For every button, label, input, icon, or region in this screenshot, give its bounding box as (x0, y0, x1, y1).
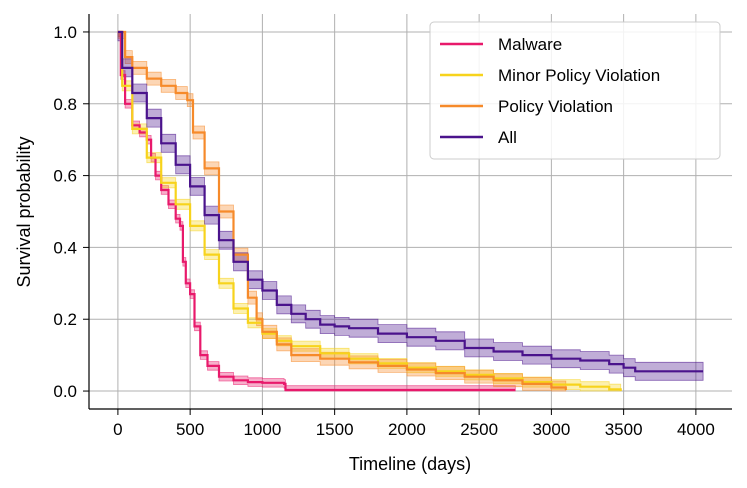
y-tick-label: 0.4 (53, 238, 77, 257)
x-tick-label: 2500 (460, 420, 498, 439)
x-tick-label: 1500 (316, 420, 354, 439)
y-tick-label: 1.0 (53, 23, 77, 42)
x-tick-label: 500 (176, 420, 204, 439)
x-tick-label: 3500 (605, 420, 643, 439)
y-tick-label: 0.2 (53, 310, 77, 329)
series-lines (117, 30, 704, 392)
x-tick-label: 0 (113, 420, 122, 439)
legend-frame (429, 21, 721, 160)
y-tick-label: 0.6 (53, 167, 77, 186)
x-axis-ticks: 0 500 1000 1500 2000 2500 3000 3500 4000 (113, 409, 715, 439)
x-tick-label: 1000 (243, 420, 281, 439)
legend-label-malware: Malware (498, 35, 562, 54)
series-line-all (117, 30, 704, 373)
y-axis-label: Survival probability (14, 136, 34, 287)
y-tick-label: 0.0 (53, 382, 77, 401)
legend: Malware Minor Policy Violation Policy Viol… (429, 21, 721, 160)
legend-label-all: All (498, 128, 517, 147)
y-tick-label: 0.8 (53, 95, 77, 114)
y-axis-ticks: 0.0 0.2 0.4 0.6 0.8 1.0 (53, 23, 89, 401)
x-tick-label: 4000 (677, 420, 715, 439)
axes (88, 14, 732, 410)
series-line-malware (117, 30, 516, 392)
x-tick-label: 2000 (388, 420, 426, 439)
x-axis-label: Timeline (days) (349, 454, 471, 474)
series-line-policy-violation (117, 30, 567, 390)
legend-label-policy-violation: Policy Violation (498, 97, 613, 116)
legend-label-minor-policy-violation: Minor Policy Violation (498, 66, 660, 85)
x-tick-label: 3000 (532, 420, 570, 439)
